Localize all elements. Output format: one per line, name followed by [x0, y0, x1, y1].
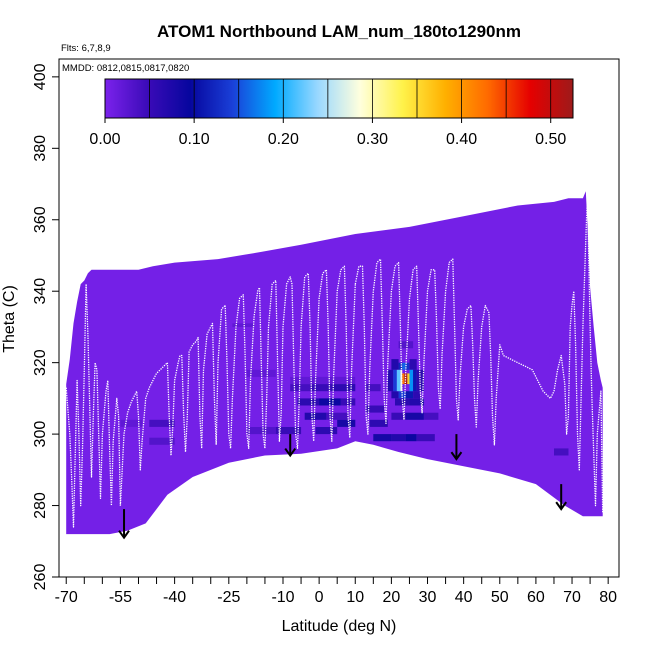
- y-tick-label: 340: [32, 278, 49, 305]
- x-tick-label: -25: [217, 589, 240, 606]
- heatmap-cell: [373, 434, 392, 442]
- y-tick-label: 320: [32, 349, 49, 376]
- y-tick-label: 260: [32, 564, 49, 591]
- heatmap-cell: [409, 369, 414, 392]
- x-tick-label: 10: [346, 589, 364, 606]
- heatmap-cell: [405, 412, 424, 420]
- heatmap-cell: [396, 369, 401, 392]
- x-tick-label: 60: [527, 589, 545, 606]
- heatmap-cell: [404, 373, 408, 385]
- colorbar-tick-label: 0.20: [268, 131, 299, 148]
- arrow-head: [555, 501, 568, 511]
- heatmap-cell: [413, 391, 421, 399]
- heatmap-cell: [398, 341, 414, 349]
- x-tick-label: 80: [599, 589, 617, 606]
- heatmap-cell: [304, 412, 327, 420]
- colorbar-tick-label: 0.00: [89, 131, 120, 148]
- y-axis-title: Theta (C): [1, 285, 18, 353]
- heatmap-cell: [391, 359, 399, 370]
- heatmap-cell: [405, 434, 417, 442]
- heatmap-cell: [297, 398, 320, 406]
- heatmap-cell: [246, 369, 276, 377]
- heatmap-cell: [311, 384, 334, 392]
- heatmap-cell: [391, 434, 406, 442]
- heatmap-cell: [232, 323, 255, 327]
- heatmap-cell: [120, 419, 143, 427]
- chart-title: ATOM1 Northbound LAM_num_180to1290nm: [157, 22, 521, 41]
- y-axis: 260 280 300 320 340 360 380 400: [32, 63, 59, 590]
- heatmap-cell: [407, 373, 410, 385]
- plot-frame: [58, 58, 620, 578]
- heatmap-cell: [409, 398, 424, 406]
- heatmap-cell: [149, 419, 175, 427]
- heatmap-cell: [416, 434, 435, 442]
- heatmap-cell: [149, 437, 175, 445]
- x-tick-label: 50: [491, 589, 509, 606]
- x-tick-label: 70: [563, 589, 581, 606]
- heatmap-cell: [398, 362, 403, 370]
- heatmap-cell: [391, 391, 399, 399]
- colorbar-tick-label: 0.10: [179, 131, 210, 148]
- x-tick-label: -55: [109, 589, 132, 606]
- dates-note: MMDD: 0812,0815,0817,0820: [62, 63, 189, 74]
- heatmap-cell: [333, 384, 356, 392]
- heatmap-cell: [246, 427, 276, 435]
- colorbar-tick-label: 0.30: [357, 131, 388, 148]
- heatmap-cell: [340, 398, 356, 406]
- heatmap-cell: [290, 376, 356, 384]
- flight-trajectory: [65, 283, 122, 528]
- plot-area: [65, 191, 604, 540]
- arrow-head: [450, 451, 463, 461]
- x-axis: -70 -55 -40 -25 -10 0 10 20 30 40 50 60 70 80: [55, 577, 617, 606]
- heatmap-cell: [315, 427, 338, 435]
- y-tick-label: 360: [32, 206, 49, 233]
- y-tick-label: 380: [32, 135, 49, 162]
- heatmap-cell: [405, 362, 410, 370]
- arrow-head: [284, 447, 297, 458]
- colorbar-bar: [104, 78, 574, 119]
- heatmap-cell: [402, 362, 406, 370]
- heatmap-cell: [554, 448, 569, 456]
- colorbar-tick-label: 0.40: [446, 131, 477, 148]
- x-tick-label: -10: [271, 589, 294, 606]
- heatmap-cell: [405, 391, 413, 399]
- y-tick-label: 300: [32, 421, 49, 448]
- x-tick-label: 0: [315, 589, 324, 606]
- x-axis-title: Latitude (deg N): [282, 618, 397, 635]
- heatmap-cell: [369, 419, 388, 427]
- heatmap-cell: [413, 369, 417, 392]
- heatmap-cell: [290, 384, 312, 392]
- heatmap-cell: [393, 369, 397, 392]
- heatmap-cell: [387, 369, 394, 392]
- x-tick-label: 20: [382, 589, 400, 606]
- colorbar: 0.00 0.10 0.20 0.30 0.40 0.50: [89, 78, 574, 148]
- x-tick-label: -40: [163, 589, 186, 606]
- y-tick-label: 280: [32, 492, 49, 519]
- heatmap-cell: [337, 419, 356, 427]
- arrow-head: [118, 530, 130, 540]
- y-tick-label: 400: [32, 63, 49, 90]
- x-tick-label: -70: [55, 589, 78, 606]
- heatmap-cell: [423, 412, 439, 420]
- flight-trajectory: [354, 194, 604, 513]
- x-tick-label: 30: [419, 589, 437, 606]
- colorbar-tick-label: 0.50: [535, 131, 566, 148]
- heatmap-cell: [366, 405, 385, 413]
- flight-trajectory: [224, 265, 356, 450]
- heatmap-cell: [366, 384, 381, 392]
- heatmap-cell: [402, 373, 405, 385]
- heatmap-cell: [326, 412, 349, 420]
- flight-trajectory: [119, 305, 226, 506]
- x-tick-label: 40: [455, 589, 473, 606]
- heatmap-cell: [409, 359, 417, 370]
- heatmap-cell: [275, 427, 302, 435]
- heatmap-cell: [391, 412, 406, 420]
- flights-note: Flts: 6,7,8,9: [61, 43, 111, 54]
